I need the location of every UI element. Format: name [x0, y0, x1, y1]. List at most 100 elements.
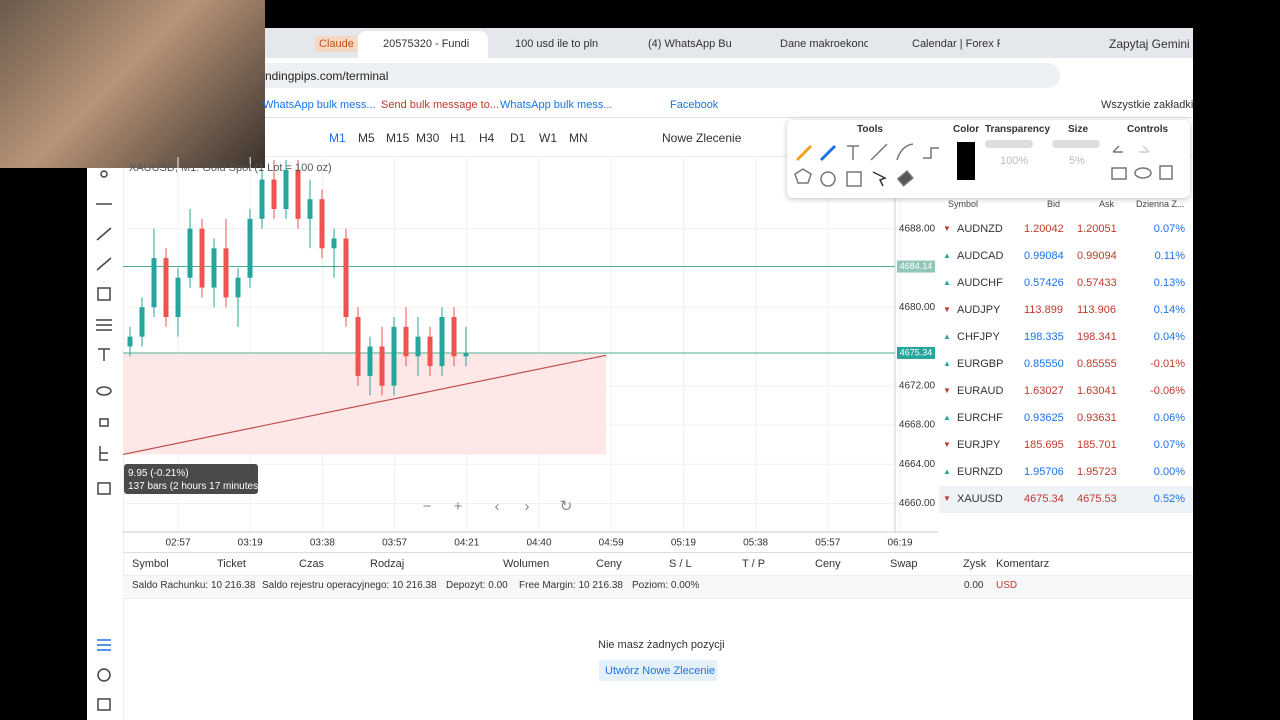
circle-tool[interactable]: [820, 171, 836, 187]
gemini-button[interactable]: Zapytaj Gemini: [1109, 37, 1190, 51]
hide-button[interactable]: [1134, 167, 1152, 179]
new-order-button[interactable]: Nowe Zlecenie: [662, 131, 742, 145]
bottom-divider: [123, 552, 1193, 553]
eraser-tool[interactable]: [896, 170, 914, 187]
x-tick-label: 05:38: [743, 538, 768, 549]
pencil-tool[interactable]: [795, 144, 813, 162]
symbol[interactable]: AUDNZD: [957, 223, 1003, 235]
timeframe[interactable]: M1: [329, 131, 346, 145]
undo-button[interactable]: [1112, 145, 1123, 153]
nav-button[interactable]: ‹: [495, 498, 500, 515]
bid: 0.57426: [1024, 277, 1064, 289]
brush-tool[interactable]: [819, 144, 837, 162]
curve-tool[interactable]: [896, 143, 914, 161]
candle-body: [331, 238, 337, 249]
size-slider[interactable]: [1052, 140, 1100, 148]
screenshot-button[interactable]: [1111, 167, 1127, 180]
bookmark[interactable]: Facebook: [670, 99, 719, 111]
controls-label: Controls: [1127, 124, 1169, 135]
create-order-text[interactable]: Utwórz Nowe Zlecenie: [605, 665, 716, 677]
direction-arrow: ▼: [943, 305, 951, 314]
candle-body: [451, 317, 457, 357]
symbol[interactable]: CHFJPY: [957, 331, 1000, 343]
candle-body: [379, 346, 385, 386]
timeframe[interactable]: H4: [479, 131, 495, 145]
tab[interactable]: 100 usd ile to pln: [515, 38, 599, 50]
y-tick-label: 4660.00: [899, 498, 936, 509]
icon[interactable]: [99, 446, 108, 461]
url-field[interactable]: [240, 63, 1060, 88]
symbol[interactable]: EURNZD: [957, 466, 1003, 478]
icon[interactable]: [100, 170, 108, 178]
rect-tool[interactable]: [846, 171, 862, 187]
select-tool[interactable]: [872, 171, 887, 187]
candle-body: [319, 199, 325, 249]
all-bookmarks[interactable]: Wszystkie zakładki: [1101, 99, 1194, 111]
icon[interactable]: [97, 639, 111, 651]
timeframe[interactable]: D1: [510, 131, 526, 145]
transparency-slider[interactable]: [985, 140, 1033, 148]
tab[interactable]: Calendar | Forex F: [912, 38, 1000, 50]
arrow-tool[interactable]: [923, 147, 939, 159]
tab[interactable]: Dane makroekono: [780, 38, 868, 50]
icon[interactable]: [96, 386, 112, 396]
icon[interactable]: [97, 482, 111, 495]
symbol[interactable]: EURJPY: [957, 439, 1001, 451]
tab-strip: [87, 28, 1193, 58]
timeframe[interactable]: M30: [416, 131, 440, 145]
x-tick-label: 03:19: [238, 538, 263, 549]
icon[interactable]: [96, 257, 112, 271]
exit-button[interactable]: [1159, 165, 1173, 180]
direction-arrow: ▼: [943, 386, 951, 395]
symbol[interactable]: XAUUSD: [957, 493, 1003, 505]
icon[interactable]: [97, 698, 111, 711]
bookmark[interactable]: WhatsApp bulk mess...: [500, 99, 613, 111]
symbol[interactable]: EURCHF: [957, 412, 1003, 424]
timeframe[interactable]: W1: [539, 131, 557, 145]
ask: 0.85555: [1077, 358, 1117, 370]
icon[interactable]: [99, 418, 109, 427]
icon[interactable]: [96, 227, 112, 241]
text-tool[interactable]: [847, 145, 859, 160]
nav-button[interactable]: ↻: [560, 498, 573, 515]
timeframe[interactable]: M15: [386, 131, 410, 145]
symbol[interactable]: AUDJPY: [957, 304, 1001, 316]
nav-button[interactable]: −: [423, 498, 432, 515]
candle-body: [139, 307, 145, 337]
nav-button[interactable]: +: [454, 498, 463, 515]
transparency-value: 100%: [1000, 155, 1029, 167]
symbol[interactable]: EURGBP: [957, 358, 1004, 370]
positions-header: Ticket: [217, 558, 246, 570]
tab[interactable]: Claude: [315, 36, 358, 52]
bid: 113.899: [1024, 304, 1063, 316]
bookmark[interactable]: Send bulk message to...: [381, 99, 500, 111]
url-text[interactable]: ndingpips.com/terminal: [265, 69, 389, 83]
bid: 198.335: [1024, 331, 1064, 343]
timeframe[interactable]: H1: [450, 131, 466, 145]
bookmark[interactable]: WhatsApp bulk mess...: [263, 99, 376, 111]
color-swatch[interactable]: [957, 142, 975, 180]
tab[interactable]: 20575320 - Fundi: [383, 38, 470, 50]
redo-button[interactable]: [1139, 145, 1150, 153]
line-tool[interactable]: [870, 143, 888, 161]
create-order-button[interactable]: [599, 660, 717, 681]
timeframe[interactable]: MN: [569, 131, 588, 145]
color-label: Color: [953, 124, 980, 135]
tab[interactable]: (4) WhatsApp Bu: [648, 38, 732, 50]
icon[interactable]: [97, 668, 111, 682]
symbol[interactable]: AUDCHF: [957, 277, 1003, 289]
icon[interactable]: [97, 287, 111, 301]
watchlist-header: Dzienna Z...: [1136, 199, 1185, 209]
bid: 4675.34: [1024, 493, 1064, 505]
icon[interactable]: [96, 319, 112, 331]
x-tick-label: 04:59: [599, 538, 624, 549]
polygon-tool[interactable]: [794, 168, 812, 184]
icon[interactable]: [98, 348, 110, 361]
positions-header: Komentarz: [996, 558, 1050, 570]
nav-button[interactable]: ›: [525, 498, 530, 515]
bid: 1.63027: [1024, 385, 1064, 397]
symbol[interactable]: EURAUD: [957, 385, 1004, 397]
symbol[interactable]: AUDCAD: [957, 250, 1004, 262]
timeframe[interactable]: M5: [358, 131, 375, 145]
candle-body: [151, 258, 157, 308]
